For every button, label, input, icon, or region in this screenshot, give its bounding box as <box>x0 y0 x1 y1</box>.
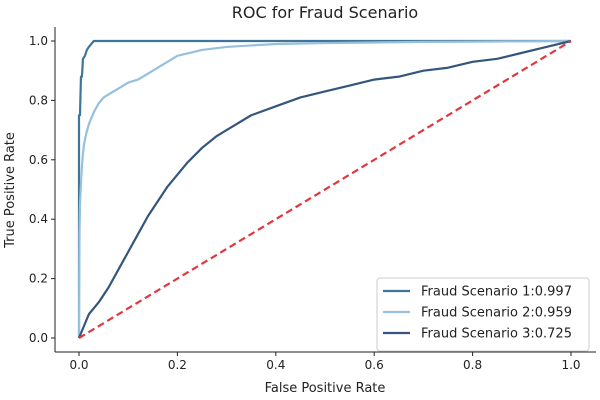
x-axis-label: False Positive Rate <box>265 381 386 396</box>
legend-box <box>376 277 590 352</box>
y-tick-label: 0.6 <box>29 153 48 167</box>
y-tick-label: 0.8 <box>29 93 48 107</box>
legend-entry: Fraud Scenario 1:0.997 <box>421 285 572 300</box>
series-lines <box>77 39 572 339</box>
x-tick-label: 0.6 <box>365 358 384 372</box>
legend-entry: Fraud Scenario 2:0.959 <box>421 306 572 321</box>
y-axis-label: True Positive Rate <box>3 132 18 249</box>
y-tick-label: 0.4 <box>29 212 48 226</box>
y-tick-label: 0.0 <box>29 331 48 345</box>
series-line-1 <box>77 39 571 338</box>
x-tick-label: 1.0 <box>561 358 580 372</box>
y-tick-label: 0.2 <box>29 272 48 286</box>
x-tick-label: 0.0 <box>69 358 88 372</box>
series-line-2 <box>77 39 572 339</box>
legend: Fraud Scenario 1:0.997 Fraud Scenario 2:0… <box>376 277 590 352</box>
x-tick-label: 0.8 <box>463 358 482 372</box>
axes: 0.0 0.2 0.4 0.6 0.8 1.0 0.0 0.2 0.4 0.6 0.8 1.0 <box>29 27 596 372</box>
series-line-3 <box>77 39 572 339</box>
random-baseline-line <box>78 40 572 339</box>
x-tick-label: 0.2 <box>168 358 187 372</box>
chart-title: ROC for Fraud Scenario <box>232 3 418 22</box>
legend-entry: Fraud Scenario 3:0.725 <box>421 327 572 342</box>
y-tick-label: 1.0 <box>29 34 48 48</box>
x-tick-label: 0.4 <box>266 358 285 372</box>
